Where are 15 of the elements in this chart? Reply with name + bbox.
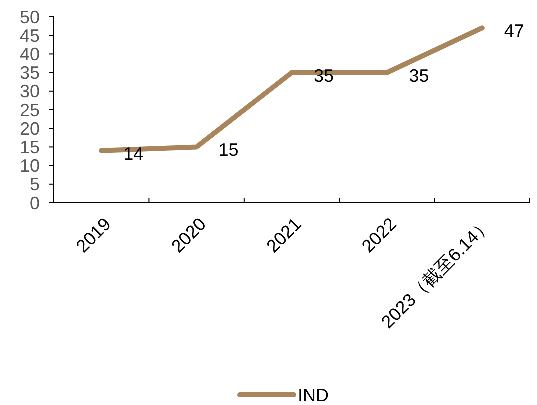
- y-tick-label: 50: [20, 7, 40, 28]
- y-tick-label: 10: [20, 156, 40, 176]
- data-label: 47: [504, 21, 524, 42]
- y-tick-label: 20: [20, 118, 40, 139]
- y-tick-label: 30: [20, 82, 40, 102]
- y-tick-label: 0: [30, 193, 40, 214]
- data-label: 15: [218, 140, 239, 160]
- y-tick-label: 35: [20, 63, 40, 84]
- y-tick-label: 15: [20, 138, 40, 158]
- data-label: 35: [409, 66, 430, 86]
- y-tick-label: 25: [20, 100, 40, 120]
- y-tick-label: 5: [30, 174, 40, 195]
- legend-label: IND: [298, 385, 329, 405]
- y-tick-label: 45: [20, 26, 40, 46]
- y-tick-label: 40: [20, 44, 40, 64]
